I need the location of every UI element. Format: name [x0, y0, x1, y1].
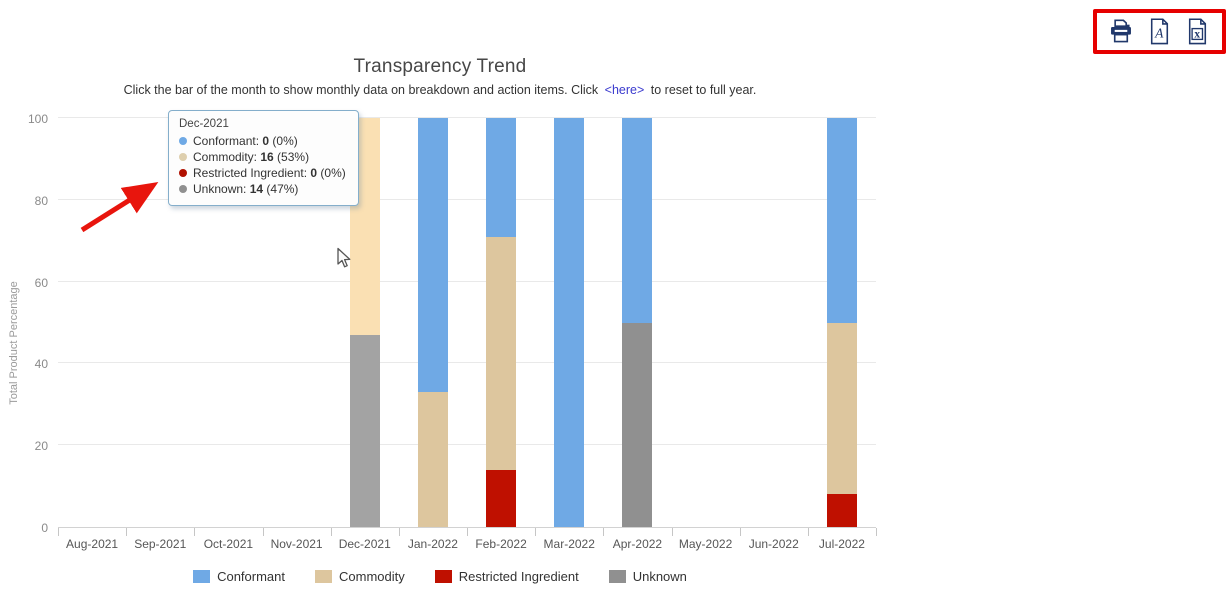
x-tick-label-Jul-2022: Jul-2022	[818, 537, 865, 551]
x-tick-label-Apr-2022: Apr-2022	[612, 537, 663, 551]
tooltip-series-dot	[179, 169, 187, 177]
y-tick-label-0: 0	[41, 521, 48, 535]
tooltip-row-text: Conformant: 0 (0%)	[193, 134, 298, 148]
x-tick-label-Aug-2021: Aug-2021	[66, 537, 119, 551]
bar-segment-jul-2022-commodity[interactable]	[826, 322, 857, 495]
tooltip-title: Dec-2021	[179, 118, 229, 130]
x-tick-label-Oct-2021: Oct-2021	[203, 537, 254, 551]
bar-segment-jan-2022-conformant[interactable]	[417, 118, 448, 393]
bar-segment-jul-2022-conformant[interactable]	[826, 118, 857, 323]
tooltip-row-restricted-ingredient: Restricted Ingredient: 0 (0%)	[179, 165, 346, 181]
tooltip-series-dot	[179, 153, 187, 161]
gridline-100	[58, 117, 876, 118]
annotation-arrow-icon	[80, 182, 159, 233]
chart-legend: Conformant Commodity Restricted Ingredient…	[0, 569, 880, 584]
y-tick-label-20: 20	[34, 439, 48, 454]
mouse-cursor-icon	[337, 247, 351, 268]
bar-segment-apr-2022-conformant[interactable]	[622, 118, 653, 323]
y-tick-label-80: 80	[34, 193, 48, 208]
tooltip-row-unknown: Unknown: 14 (47%)	[179, 181, 346, 197]
x-tick-label-Sep-2021: Sep-2021	[134, 537, 187, 551]
tooltip-series-dot	[179, 137, 187, 145]
x-tick-label-Jan-2022: Jan-2022	[407, 537, 458, 551]
x-axis-tick	[58, 528, 59, 536]
x-tick-label-Feb-2022: Feb-2022	[475, 537, 527, 551]
subtitle-text-after: to reset to full year.	[650, 83, 757, 97]
legend-swatch-icon	[434, 570, 452, 583]
legend-item-restricted-ingredient[interactable]: Restricted Ingredient	[434, 569, 579, 584]
bar-segment-mar-2022-conformant[interactable]	[554, 118, 585, 527]
chart-subtitle: Click the bar of the month to show month…	[0, 83, 880, 97]
legend-label: Conformant	[217, 569, 285, 584]
bar-segment-jul-2022-restricted-ingredient[interactable]	[826, 494, 857, 527]
x-axis-tick	[876, 528, 877, 536]
bar-segment-jan-2022-commodity[interactable]	[417, 392, 448, 527]
export-excel-button[interactable]: x	[1184, 18, 1212, 46]
gridline-60	[58, 280, 876, 282]
tooltip-row-conformant: Conformant: 0 (0%)	[179, 133, 346, 149]
tooltip-series-dot	[179, 185, 187, 193]
tooltip-row-text: Unknown: 14 (47%)	[193, 182, 299, 196]
gridline-40	[58, 362, 876, 364]
bar-segment-feb-2022-restricted-ingredient[interactable]	[486, 469, 517, 527]
export-toolbar: A x	[1093, 9, 1226, 54]
svg-text:A: A	[1154, 26, 1164, 41]
tooltip-rows: Conformant: 0 (0%) Commodity: 16 (53%) Res…	[179, 133, 346, 197]
x-tick-label-Dec-2021: Dec-2021	[338, 537, 391, 551]
chart-title: Transparency Trend	[353, 56, 527, 77]
x-axis-tick	[262, 528, 264, 536]
x-axis-tick	[603, 528, 605, 536]
chart-tooltip: Dec-2021 Conformant: 0 (0%) Commodity: 16…	[168, 110, 359, 206]
x-axis-tick	[398, 528, 400, 536]
x-axis-tick	[330, 528, 332, 536]
x-axis-tick	[467, 528, 468, 536]
print-button[interactable]	[1107, 18, 1135, 46]
svg-text:x: x	[1195, 28, 1201, 40]
tooltip-row-text: Commodity: 16 (53%)	[193, 150, 310, 164]
gridline-20	[58, 444, 876, 446]
y-tick-label-60: 60	[34, 275, 48, 290]
export-pdf-button[interactable]: A	[1146, 18, 1174, 46]
legend-swatch-icon	[193, 570, 211, 583]
legend-label: Commodity	[339, 569, 405, 584]
legend-item-commodity[interactable]: Commodity	[315, 569, 405, 584]
x-axis-tick	[126, 528, 128, 536]
bar-segment-dec-2021-unknown[interactable]	[349, 334, 380, 527]
pdf-file-icon: A	[1150, 18, 1169, 45]
printer-icon	[1111, 19, 1132, 43]
x-tick-label-Nov-2021: Nov-2021	[270, 537, 323, 551]
x-axis-tick	[194, 528, 196, 536]
gridline-80	[58, 198, 876, 200]
legend-swatch-icon	[315, 570, 332, 583]
excel-file-icon: x	[1189, 18, 1207, 45]
bar-segment-feb-2022-conformant[interactable]	[486, 118, 517, 237]
reset-here-link[interactable]: <here>	[604, 83, 645, 97]
tooltip-row-commodity: Commodity: 16 (53%)	[179, 149, 346, 165]
tooltip-row-text: Restricted Ingredient: 0 (0%)	[193, 166, 346, 180]
x-axis-tick	[535, 528, 537, 536]
legend-item-conformant[interactable]: Conformant	[193, 569, 285, 584]
bar-segment-apr-2022-unknown[interactable]	[622, 322, 653, 527]
y-tick-label-40: 40	[34, 357, 48, 372]
x-tick-label-May-2022: May-2022	[678, 537, 733, 551]
x-axis-tick	[807, 528, 809, 536]
legend-swatch-icon	[608, 570, 626, 583]
legend-item-unknown[interactable]: Unknown	[608, 569, 687, 584]
x-tick-label-Mar-2022: Mar-2022	[543, 537, 595, 551]
bar-segment-feb-2022-commodity[interactable]	[486, 236, 517, 470]
y-tick-label-100: 100	[27, 112, 48, 126]
x-axis-tick	[739, 528, 741, 536]
x-tick-label-Jun-2022: Jun-2022	[748, 537, 799, 551]
x-axis-tick	[671, 528, 673, 536]
legend-label: Unknown	[632, 569, 687, 584]
legend-label: Restricted Ingredient	[458, 569, 579, 584]
subtitle-text-before: Click the bar of the month to show month…	[123, 83, 599, 97]
